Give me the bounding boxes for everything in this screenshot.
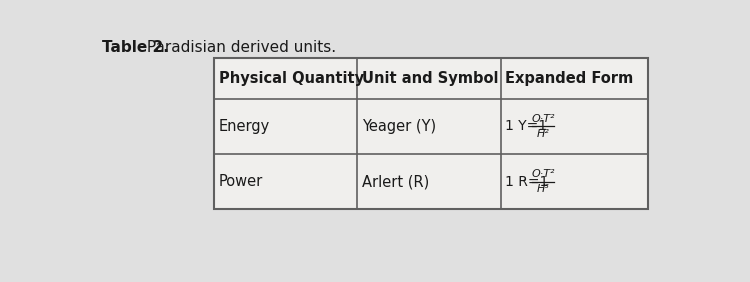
Text: O·T²: O·T² <box>531 114 555 124</box>
Bar <box>357 154 501 210</box>
Text: Physical Quantity: Physical Quantity <box>218 71 364 86</box>
Text: H³: H³ <box>537 184 550 194</box>
Text: 1 R=1: 1 R=1 <box>506 175 553 189</box>
Bar <box>357 98 501 154</box>
Text: Yeager (Y): Yeager (Y) <box>362 119 436 134</box>
Bar <box>501 58 648 98</box>
Text: H²: H² <box>537 129 550 138</box>
Bar <box>214 154 357 210</box>
Text: Arlert (R): Arlert (R) <box>362 174 429 189</box>
Text: Table 2.: Table 2. <box>101 40 168 55</box>
Bar <box>501 98 648 154</box>
Bar <box>214 98 357 154</box>
Text: Unit and Symbol: Unit and Symbol <box>362 71 499 86</box>
Bar <box>214 58 357 98</box>
Bar <box>357 58 501 98</box>
Text: Expanded Form: Expanded Form <box>506 71 634 86</box>
Bar <box>501 154 648 210</box>
Text: Power: Power <box>218 174 262 189</box>
Text: Paradisian derived units.: Paradisian derived units. <box>142 40 336 55</box>
Bar <box>214 58 648 210</box>
Text: Energy: Energy <box>218 119 270 134</box>
Text: 1 Y=1: 1 Y=1 <box>506 119 552 133</box>
Text: O·T²: O·T² <box>531 169 555 179</box>
